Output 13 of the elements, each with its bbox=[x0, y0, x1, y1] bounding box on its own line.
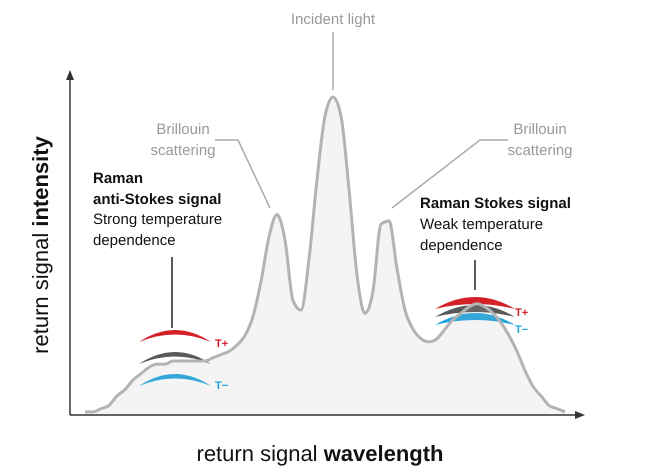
annotation: Weak temperature dependence bbox=[420, 216, 544, 254]
y-axis-title: return signal intensity bbox=[28, 135, 53, 354]
annotation: T− bbox=[215, 380, 228, 392]
annotation: Brillouin scattering bbox=[150, 121, 216, 159]
x-axis-title: return signal wavelength bbox=[196, 441, 444, 466]
annotation: T+ bbox=[215, 338, 228, 350]
text: Incident light bbox=[290, 11, 376, 28]
annotation: T+ bbox=[515, 307, 528, 319]
annotation: Strong temperature dependence bbox=[93, 211, 222, 249]
annotation: Brillouin scattering bbox=[507, 121, 573, 159]
annotation: T− bbox=[515, 324, 528, 336]
annotation: Raman Stokes signal bbox=[420, 195, 571, 212]
annotation: Raman anti-Stokes signal bbox=[93, 170, 222, 208]
